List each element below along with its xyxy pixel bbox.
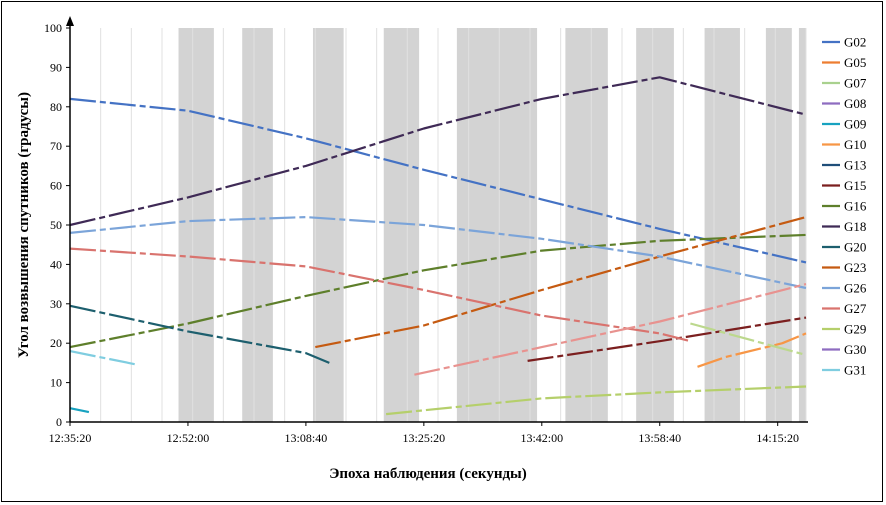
x-tick-label: 12:52:00 (167, 431, 210, 445)
y-tick-label: 0 (56, 415, 62, 429)
legend-label-g29: G29 (844, 322, 866, 337)
y-axis-title: Угол возвышения спутников (градусы) (16, 92, 32, 358)
legend-label-g31: G31 (844, 363, 866, 378)
y-tick-label: 60 (50, 179, 62, 193)
gray-band-2 (312, 28, 344, 422)
series-line-g31 (69, 350, 139, 366)
series-line-g29 (385, 385, 807, 416)
legend-label-g15: G15 (844, 178, 866, 193)
x-axis-title: Эпоха наблюдения (секунды) (329, 466, 527, 482)
axes (66, 16, 808, 423)
series-line-g10 (697, 332, 807, 368)
gray-band-8 (765, 28, 792, 422)
x-tick-label: 13:25:20 (403, 431, 446, 445)
y-tick-label: 20 (50, 336, 62, 350)
legend-label-g23: G23 (844, 260, 866, 275)
gray-band-9 (798, 28, 806, 422)
series-line-g07b (690, 322, 807, 357)
legend-label-g26: G26 (844, 281, 867, 296)
series-line-g15 (527, 316, 807, 362)
series-lines (69, 76, 807, 416)
series-line-g26 (69, 216, 807, 290)
x-tick-label: 13:58:40 (638, 431, 681, 445)
gray-band-6 (636, 28, 674, 422)
legend-label-g16: G16 (844, 199, 867, 214)
x-tick-label: 14:15:20 (756, 431, 799, 445)
grid-lines (69, 28, 807, 422)
gray-band-0 (178, 28, 214, 422)
legend-label-g30: G30 (844, 342, 866, 357)
legend-label-g27: G27 (844, 301, 867, 316)
legend-label-g08: G08 (844, 96, 866, 111)
legend-label-g07: G07 (844, 76, 867, 91)
series-line-g18 (69, 76, 807, 227)
series-line-g09 (69, 407, 90, 414)
gray-band-5 (565, 28, 608, 422)
y-tick-label: 80 (50, 100, 62, 114)
x-tick-label: 13:08:40 (285, 431, 328, 445)
y-tick-label: 50 (50, 218, 62, 232)
series-line-g27b (414, 283, 807, 376)
legend-label-g10: G10 (844, 137, 866, 152)
legend-label-g05: G05 (844, 55, 866, 70)
legend-label-g18: G18 (844, 219, 866, 234)
legend-label-g13: G13 (844, 158, 866, 173)
y-tick-label: 30 (50, 297, 62, 311)
y-tick-label: 40 (50, 257, 62, 271)
x-tick-labels: 12:35:20 12:52:00 13:08:40 13:25:20 13:42:00… (49, 422, 799, 445)
x-tick-label: 13:42:00 (520, 431, 563, 445)
gray-band-1 (242, 28, 273, 422)
legend-label-g02: G02 (844, 35, 866, 50)
legend-label-g20: G20 (844, 240, 866, 255)
series-line-g23 (315, 216, 807, 349)
y-axis-arrow (66, 16, 74, 26)
legend-label-g09: G09 (844, 117, 866, 132)
y-tick-label: 70 (50, 139, 62, 153)
legend: G02 G05 G07 G08 G09 G10 G13 G15 G16 G18 G20 G23 G26 G… (822, 35, 867, 378)
y-tick-label: 100 (44, 21, 62, 35)
series-line-g20 (69, 304, 330, 364)
series-line-g16 (69, 233, 807, 349)
x-tick-label: 12:35:20 (49, 431, 92, 445)
y-tick-labels: 0 10 20 30 40 50 60 70 80 90 100 (44, 21, 70, 429)
y-tick-label: 10 (50, 376, 62, 390)
series-line-g02 (69, 97, 807, 264)
y-tick-label: 90 (50, 60, 62, 74)
